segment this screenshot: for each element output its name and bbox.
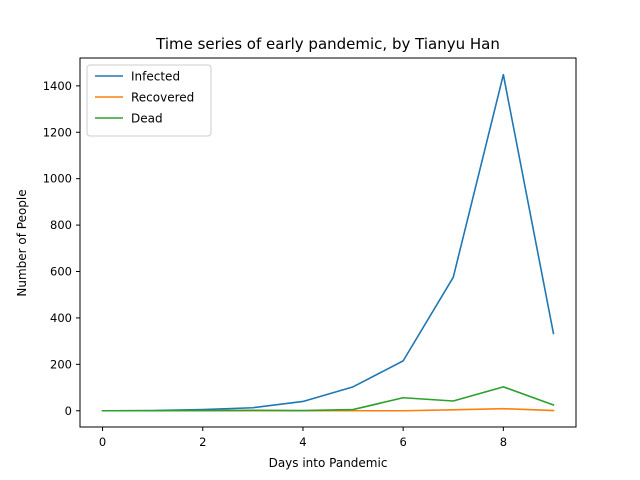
legend-label: Dead bbox=[131, 112, 163, 126]
y-axis: 0 200 400 600 800 1000 1200 1400 bbox=[43, 79, 80, 418]
chart-title: Time series of early pandemic, by Tianyu… bbox=[155, 35, 500, 53]
x-tick-label: 2 bbox=[199, 435, 206, 449]
plot-frame bbox=[79, 57, 577, 428]
plot-area bbox=[101, 73, 555, 412]
x-tick-label: 6 bbox=[399, 435, 406, 449]
y-tick-label: 800 bbox=[50, 218, 72, 232]
series-line-dead bbox=[101, 386, 555, 412]
y-tick-label: 1000 bbox=[43, 172, 72, 186]
y-tick-label: 200 bbox=[50, 357, 72, 371]
y-tick-label: 1400 bbox=[43, 79, 72, 93]
legend-label: Recovered bbox=[131, 91, 194, 105]
x-tick-label: 4 bbox=[299, 435, 306, 449]
y-tick-label: 600 bbox=[50, 265, 72, 279]
legend-label: Infected bbox=[131, 70, 180, 84]
legend: Infected Recovered Dead bbox=[86, 64, 212, 137]
y-tick-label: 0 bbox=[65, 404, 72, 418]
x-tick-label: 0 bbox=[99, 435, 106, 449]
x-axis: 0 2 4 6 8 bbox=[99, 427, 507, 449]
x-tick-label: 8 bbox=[500, 435, 507, 449]
y-tick-label: 1200 bbox=[43, 125, 72, 139]
x-axis-label: Days into Pandemic bbox=[269, 456, 388, 470]
y-tick-label: 400 bbox=[50, 311, 72, 325]
y-axis-label: Number of People bbox=[15, 189, 29, 296]
